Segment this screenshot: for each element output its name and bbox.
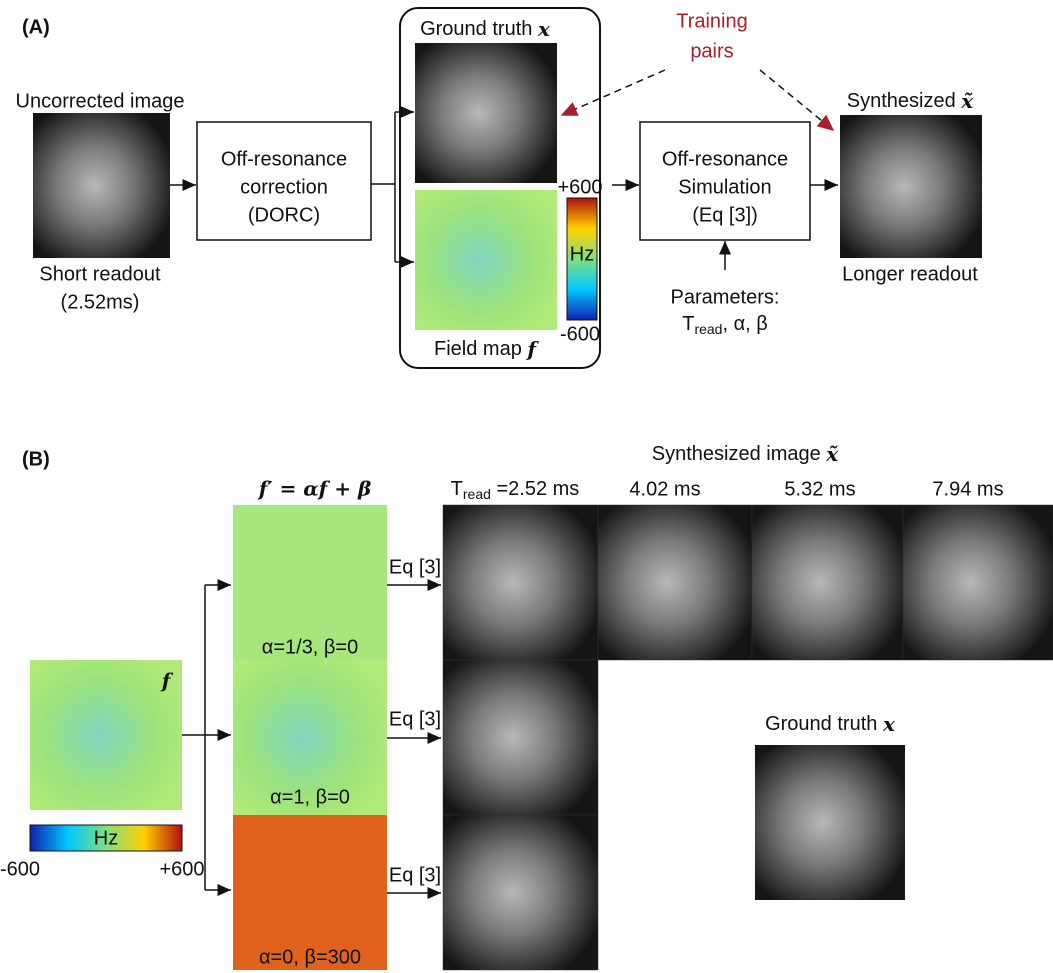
training-pairs: pairs [690,40,733,62]
output-caption: Longer readout [842,263,978,285]
map-label: α=1/3, β=0 [262,636,358,658]
map-label: α=0, β=300 [259,946,361,968]
input-image [33,113,170,258]
map-label: α=1, β=0 [270,786,350,808]
figure: (A) Uncorrected image Short readout (2.5… [0,0,1053,973]
field-map-title: Field map f [434,337,539,361]
parameters: Tread, α, β [682,313,768,336]
synth-image [903,505,1053,660]
box-text: correction [240,176,328,198]
panel-label: (B) [22,448,50,470]
synth-image [752,505,903,660]
column-header: Tread =2.52 ms [451,478,580,501]
column-header: 7.94 ms [932,478,1003,500]
eq-label: Eq [3] [389,864,441,886]
ground-truth-image [415,43,557,183]
connector [182,585,205,890]
colorbar-max: +600 [159,858,204,880]
box-text: Off-resonance [221,148,347,170]
ground-truth-image [755,745,905,900]
synth-image [443,660,598,815]
column-header: 4.02 ms [629,478,700,500]
panel-label: (A) [22,16,50,38]
eq-label: Eq [3] [389,708,441,730]
colorbar-unit: Hz [570,243,594,265]
field-map-image [415,190,557,330]
synth-image [443,815,598,970]
column-header: 5.32 ms [784,478,855,500]
synth-image [443,505,598,660]
box-text: (Eq [3]) [692,204,758,226]
ground-truth-title: Ground truth x [765,712,896,736]
panel-title: Synthesized image x̃ [652,442,840,466]
dashed-arrow [760,70,833,130]
parameters-title: Parameters: [671,286,780,308]
box-text: Off-resonance [662,148,788,170]
synthesized-title: Synthesized x̃ [847,89,975,113]
image-grid [443,505,1053,970]
input-caption: Short readout [39,263,161,285]
formula: f′ = αf + β [257,477,372,501]
input-caption: (2.52ms) [61,291,140,313]
colorbar-min: -600 [560,323,600,345]
dashed-arrow [562,70,665,115]
eq-label: Eq [3] [389,556,441,578]
field-map [30,660,182,810]
input-title: Uncorrected image [16,90,185,112]
box-text: Simulation [678,176,771,198]
connector [371,112,395,262]
synth-image [598,505,752,660]
ground-truth-title: Ground truth x [420,17,551,41]
box-text: (DORC) [248,204,320,226]
colorbar-max: +600 [557,176,602,198]
page: (A) Uncorrected image Short readout (2.5… [0,0,1053,973]
synthesized-image [840,115,982,258]
colorbar-min: -600 [0,858,40,880]
colorbar-unit: Hz [94,827,118,849]
training-pairs: Training [676,10,748,32]
